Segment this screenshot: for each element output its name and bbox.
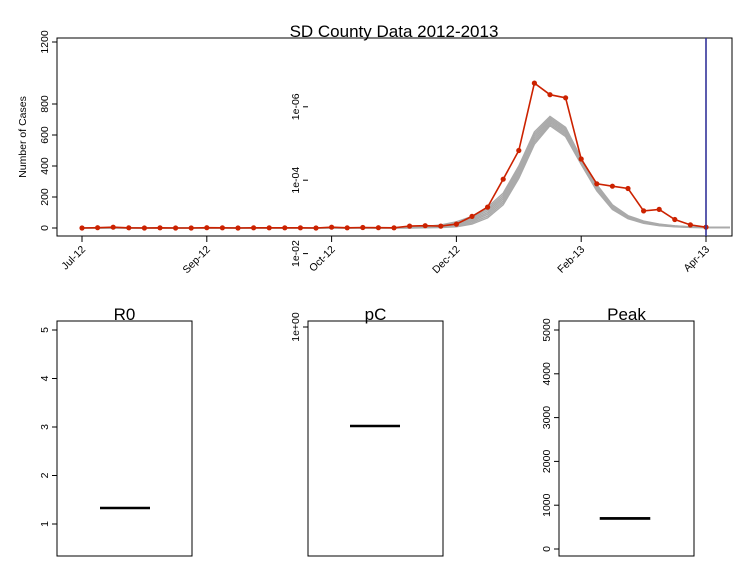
observed-point xyxy=(266,225,272,231)
simulated-curve xyxy=(82,115,730,229)
y-tick-label: 4 xyxy=(39,375,51,381)
observed-point xyxy=(422,223,428,229)
observed-point xyxy=(485,204,491,210)
r0-panel: R0 1 2 3 4 5 xyxy=(39,305,193,557)
y-tick-label: 4000 xyxy=(541,362,553,386)
observed-point xyxy=(95,225,101,231)
y-tick-label: 1200 xyxy=(39,30,51,54)
observed-point xyxy=(375,225,381,231)
y-axis: 0 1000 2000 3000 4000 5000 xyxy=(541,318,559,552)
y-tick-label: 1e+00 xyxy=(290,312,302,342)
observed-point xyxy=(204,225,210,231)
y-tick-label: 1e-06 xyxy=(290,93,302,120)
y-axis: 1 2 3 4 5 xyxy=(39,327,57,527)
observed-point xyxy=(297,225,303,231)
y-tick-label: 1e-02 xyxy=(290,240,302,267)
simulated-curve xyxy=(82,118,730,229)
x-tick-label: Apr-13 xyxy=(681,244,712,275)
observed-point xyxy=(594,181,600,187)
simulated-curve xyxy=(82,123,730,229)
y-tick-label: 0 xyxy=(541,546,553,552)
observed-point xyxy=(141,225,147,231)
peak-panel: Peak 0 1000 2000 3000 4000 5000 xyxy=(541,305,695,557)
panel-title: Peak xyxy=(607,305,646,324)
observed-point xyxy=(313,225,319,231)
observed-point xyxy=(173,225,179,231)
observed-point xyxy=(547,92,553,98)
observed-point xyxy=(625,185,631,192)
plot-frame xyxy=(307,320,444,557)
y-tick-label: 1000 xyxy=(541,493,553,517)
y-tick-label: 3000 xyxy=(541,406,553,430)
y-tick-label: 400 xyxy=(39,157,51,175)
observed-point xyxy=(344,225,350,231)
observed-point xyxy=(469,213,475,219)
y-tick-label: 1 xyxy=(39,521,51,527)
y-tick-label: 800 xyxy=(39,95,51,113)
observed-point xyxy=(656,206,662,212)
x-tick-label: Feb-13 xyxy=(555,244,587,276)
observed-point xyxy=(641,208,647,214)
simulated-curves xyxy=(82,115,730,229)
chart-title: SD County Data 2012-2013 xyxy=(290,22,499,41)
observed-point xyxy=(407,223,413,229)
timeseries-panel: SD County Data 2012-2013 Number of Cases… xyxy=(17,22,733,276)
observed-point xyxy=(563,95,569,101)
y-tick-label: 3 xyxy=(39,424,51,430)
observed-point xyxy=(219,225,225,231)
panel-title: pC xyxy=(365,305,387,324)
y-tick-label: 5000 xyxy=(541,318,553,342)
y-tick-label: 0 xyxy=(39,225,51,231)
observed-point xyxy=(188,225,194,231)
observed-point xyxy=(687,222,694,228)
observed-point xyxy=(360,224,366,231)
observed-point xyxy=(110,224,116,230)
observed-point xyxy=(531,80,538,86)
x-tick-label: Oct-12 xyxy=(307,244,338,275)
y-tick-label: 1e-04 xyxy=(290,167,302,194)
observed-point xyxy=(282,225,288,231)
plot-frame xyxy=(56,320,193,557)
panel-title: R0 xyxy=(114,305,136,324)
simulated-curve xyxy=(82,121,730,229)
simulated-curve xyxy=(82,120,730,229)
observed-point xyxy=(391,225,397,231)
observed-point xyxy=(126,225,132,231)
y-tick-label: 600 xyxy=(39,126,51,144)
y-axis: 1e-06 1e-04 1e-02 1e+00 xyxy=(290,93,308,342)
plot-frame xyxy=(56,37,733,237)
observed-point xyxy=(251,225,257,231)
y-tick-label: 5 xyxy=(39,327,51,333)
observed-point xyxy=(609,183,616,189)
x-axis: Jul-12 Sep-12 Oct-12 Dec-12 Feb-13 Apr-13 xyxy=(59,236,712,276)
observed-point xyxy=(672,216,678,223)
observed-point xyxy=(157,225,163,231)
simulated-curve xyxy=(82,124,730,229)
y-tick-label: 2000 xyxy=(541,450,553,474)
observed-point xyxy=(438,223,444,229)
observed-point xyxy=(79,225,85,231)
y-axis-label: Number of Cases xyxy=(17,96,29,178)
x-tick-label: Dec-12 xyxy=(430,244,463,277)
y-axis: 0 200 400 600 800 1200 xyxy=(39,30,58,231)
plot-frame xyxy=(558,320,695,557)
observed-point xyxy=(516,147,522,154)
observed-point xyxy=(500,176,506,182)
observed-series xyxy=(79,80,709,231)
y-tick-label: 2 xyxy=(39,472,51,478)
observed-point xyxy=(235,225,241,231)
observed-point xyxy=(453,221,459,227)
observed-point xyxy=(578,156,584,162)
x-tick-label: Sep-12 xyxy=(180,244,213,277)
observed-point xyxy=(329,224,335,230)
pc-panel: pC 1e-06 1e-04 1e-02 1e+00 xyxy=(290,93,444,557)
simulated-curve xyxy=(82,117,730,229)
x-tick-label: Jul-12 xyxy=(59,244,88,273)
y-tick-label: 200 xyxy=(39,188,51,206)
